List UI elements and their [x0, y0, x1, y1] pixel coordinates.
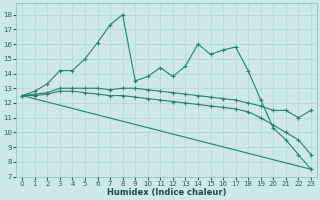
X-axis label: Humidex (Indice chaleur): Humidex (Indice chaleur) [107, 188, 226, 197]
